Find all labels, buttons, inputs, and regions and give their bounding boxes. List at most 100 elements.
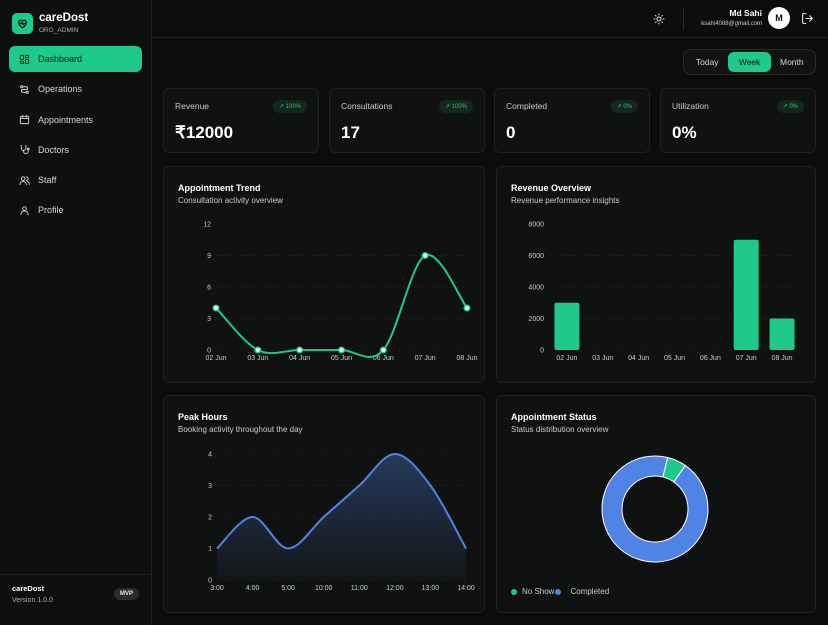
appointment-status-chart (601, 455, 709, 563)
x-tick-label: 05 Jun (664, 355, 685, 362)
stat-value: 0% (672, 123, 697, 142)
x-tick-label: 06 Jun (700, 355, 721, 362)
data-point (421, 251, 429, 260)
mvp-badge: MVP (113, 588, 139, 600)
stat-value: 0 (506, 123, 516, 142)
x-tick-label: 12:00 (386, 585, 404, 592)
legend-swatch-no-show (511, 588, 517, 595)
stat-card-consultations: Consultations ↗ 100% 17 (329, 88, 485, 153)
y-tick-label: 6 (207, 285, 211, 292)
card-subtitle: Booking activity throughout the day (178, 425, 303, 434)
sidebar-item-doctors[interactable]: Doctors (9, 137, 142, 163)
data-point (337, 346, 346, 354)
route-icon (20, 84, 29, 94)
x-tick-label: 04 Jun (628, 355, 649, 362)
grid-icon (19, 54, 30, 64)
y-tick-label: 6000 (528, 253, 544, 260)
card-title: Appointment Trend (178, 183, 261, 193)
legend-label: No Show (522, 587, 555, 596)
revenue-overview-card: Revenue Overview Revenue performance ins… (496, 166, 816, 383)
sidebar-item-appointments[interactable]: Appointments (9, 107, 142, 133)
brand-name: careDost (39, 12, 89, 24)
x-tick-label: 10:00 (315, 585, 333, 592)
x-tick-label: 04 Jun (289, 355, 310, 362)
sidebar-item-label: Appointments (38, 114, 94, 125)
sidebar-item-label: Staff (38, 175, 57, 186)
brand[interactable]: careDost ORG_ADMIN (12, 12, 88, 35)
user-name: Md Sahi (729, 8, 762, 18)
footer-app-name: careDost (12, 584, 45, 593)
sidebar: careDost ORG_ADMIN Dashboard Operations … (0, 0, 152, 625)
stat-card-completed: Completed ↗ 0% 0 (494, 88, 650, 153)
y-tick-label: 0 (207, 348, 211, 355)
calendar-icon (19, 115, 30, 125)
x-tick-label: 08 Jun (456, 355, 477, 362)
stat-value: ₹12000 (175, 123, 234, 142)
sun-icon[interactable] (652, 12, 666, 26)
y-tick-label: 2 (208, 515, 212, 522)
user-role: ORG_ADMIN (39, 27, 79, 34)
peak-hours-card: Peak Hours Booking activity throughout t… (163, 395, 485, 613)
card-subtitle: Consultation activity overview (178, 196, 283, 205)
trend-line (215, 254, 468, 358)
user-info: Md Sahi ksahi4088@gmail.com (701, 8, 762, 27)
trend-badge: ↗ 0% (776, 100, 804, 113)
period-toggle: Today Week Month (683, 49, 816, 75)
appointment-trend-chart: 0 3 6 9 12 02 Jun 03 Jun 04 Jun 05 Jun 06 Jun 07 J… (203, 222, 477, 363)
card-subtitle: Status distribution overview (511, 425, 609, 434)
avatar[interactable]: M (768, 7, 790, 29)
app-version: Version 1.0.0 (12, 597, 53, 604)
data-point (379, 346, 387, 354)
logout-icon[interactable] (801, 12, 814, 25)
period-week-button[interactable]: Week (728, 52, 771, 72)
y-tick-label: 0 (540, 348, 544, 355)
x-tick-label: 02 Jun (205, 355, 226, 362)
x-tick-label: 03 Jun (247, 355, 268, 362)
sidebar-item-dashboard[interactable]: Dashboard (9, 46, 142, 72)
y-tick-label: 2000 (528, 316, 544, 323)
x-tick-label: 4:00 (246, 585, 260, 592)
sidebar-nav: Dashboard Operations Appointments Doctor… (9, 46, 142, 228)
x-tick-label: 06 Jun (373, 355, 394, 362)
y-tick-label: 3 (208, 483, 212, 490)
bar (554, 302, 580, 350)
sidebar-item-profile[interactable]: Profile (9, 197, 142, 223)
period-month-button[interactable]: Month (780, 57, 804, 67)
area-line (216, 452, 467, 550)
sidebar-item-operations[interactable]: Operations (9, 76, 142, 102)
stat-label: Revenue (175, 101, 210, 111)
stat-label: Completed (506, 101, 548, 111)
bar (733, 239, 759, 350)
x-tick-label: 13:00 (422, 585, 440, 592)
header-divider (683, 8, 684, 30)
y-tick-label: 12 (203, 222, 211, 229)
legend-label: Completed (570, 587, 610, 596)
x-tick-label: 5:00 (281, 585, 295, 592)
x-tick-label: 07 Jun (736, 355, 757, 362)
stat-label: Utilization (672, 101, 709, 111)
y-tick-label: 3 (207, 316, 211, 323)
sidebar-item-staff[interactable]: Staff (9, 167, 142, 193)
area-fill (217, 454, 466, 580)
revenue-overview-chart: 0 2000 4000 6000 8000 02 Jun 03 Jun 04 Jun 05 Ju… (528, 222, 800, 362)
x-tick-label: 11:00 (351, 585, 368, 592)
y-tick-label: 8000 (528, 222, 544, 229)
sidebar-item-label: Dashboard (38, 54, 83, 64)
x-tick-label: 08 Jun (772, 355, 793, 362)
heart-pulse-icon (12, 13, 33, 34)
bar (769, 318, 795, 350)
top-header: Md Sahi ksahi4088@gmail.com M (152, 0, 828, 38)
stat-label: Consultations (341, 101, 393, 111)
period-today-button[interactable]: Today (695, 57, 719, 67)
trend-badge: ↗ 100% (272, 100, 307, 113)
stethoscope-icon (20, 145, 30, 155)
user-email: ksahi4088@gmail.com (701, 21, 762, 27)
users-icon (19, 176, 30, 185)
y-tick-label: 4 (208, 452, 212, 459)
legend-swatch-completed (555, 588, 562, 595)
stat-card-revenue: Revenue ↗ 100% ₹12000 (163, 88, 319, 153)
trend-badge: ↗ 100% (438, 100, 473, 113)
y-tick-label: 0 (208, 578, 212, 585)
sidebar-item-label: Doctors (38, 144, 70, 155)
peak-hours-chart: 0 1 2 3 4 3:00 4:00 5:00 10:00 11:00 12:00 13:00 14:… (208, 452, 475, 593)
